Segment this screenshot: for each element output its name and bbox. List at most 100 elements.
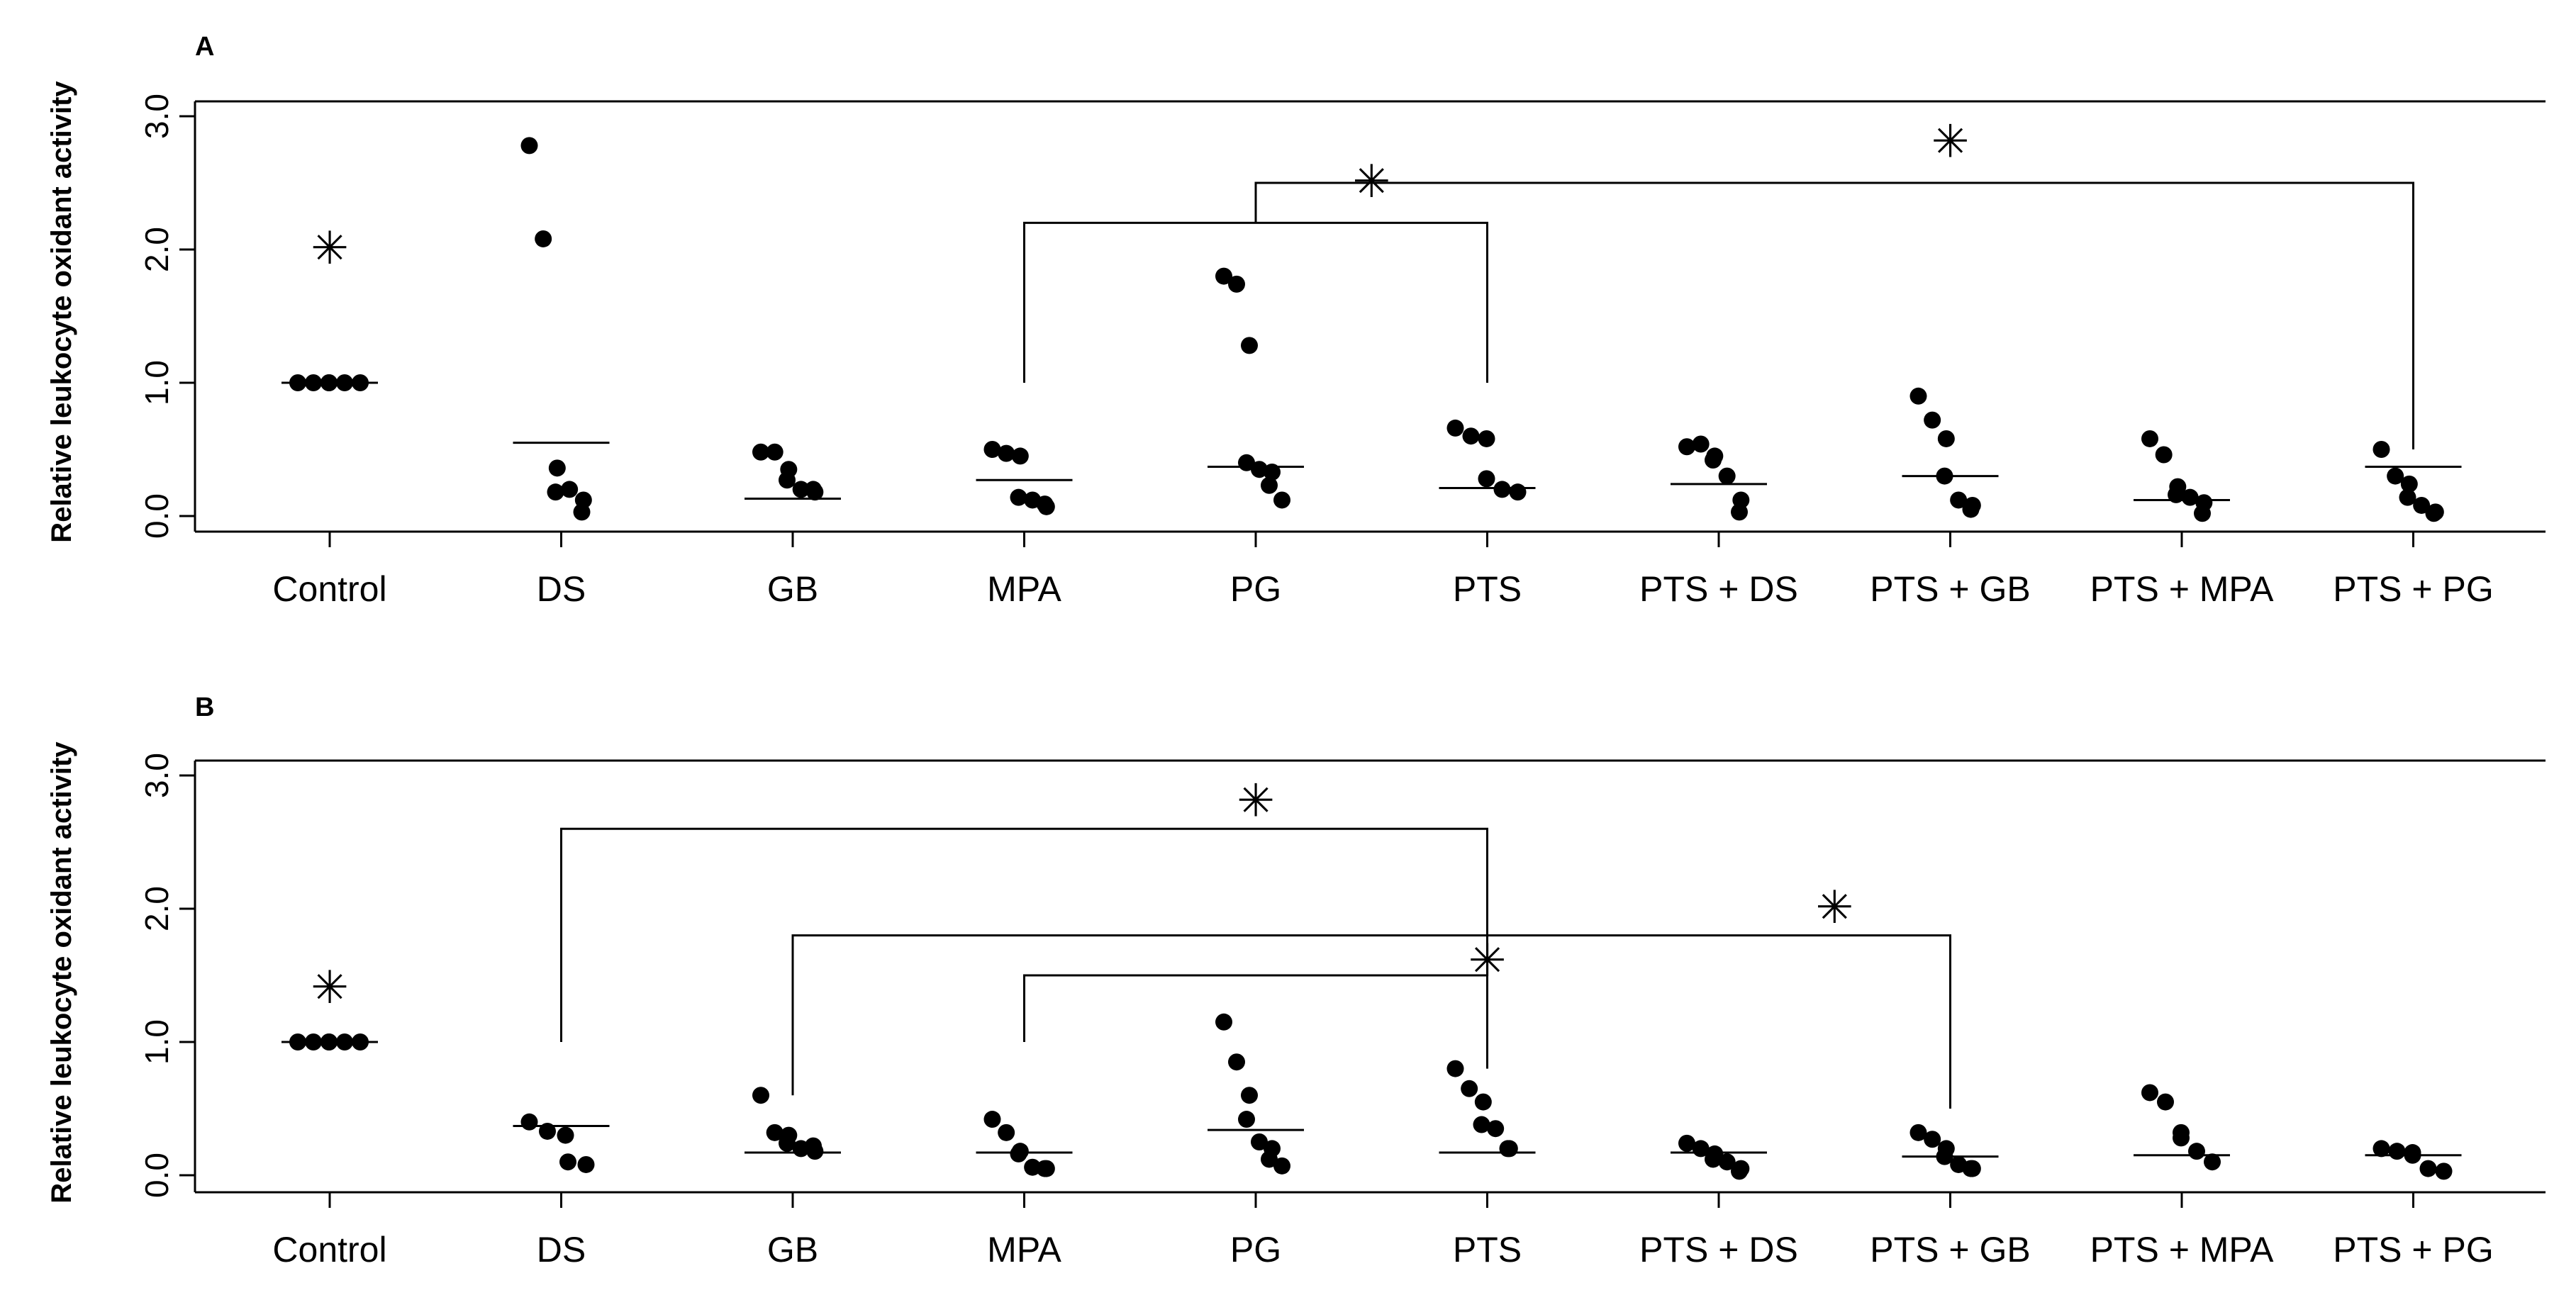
category-label: GB (767, 569, 818, 609)
data-point (1011, 447, 1029, 465)
data-point (557, 1126, 574, 1144)
data-point (1474, 1093, 1492, 1111)
data-point (983, 1111, 1001, 1128)
data-point (1036, 495, 1054, 513)
data-point (1909, 387, 1927, 405)
data-point (1462, 427, 1480, 445)
category-label: PTS + PG (2333, 569, 2493, 609)
data-point (1010, 1145, 1027, 1162)
significance-star: ✳ (311, 962, 349, 1013)
data-point (2419, 1160, 2437, 1177)
data-point (1493, 481, 1511, 498)
category-label: GB (767, 1230, 818, 1270)
data-point (752, 1087, 769, 1104)
data-point (792, 481, 810, 498)
data-point (1228, 1053, 1245, 1071)
data-point (1241, 337, 1258, 354)
category-label: PTS + GB (1870, 1230, 2030, 1270)
data-point (805, 481, 822, 498)
significance-bracket (1254, 181, 2414, 449)
data-point (1499, 1140, 1517, 1158)
significance-bracket (1023, 974, 1488, 1042)
data-point (752, 443, 769, 461)
y-tick-label: 0.0 (138, 1153, 175, 1198)
y-tick-label: 2.0 (138, 227, 175, 272)
significance-bracket (1023, 221, 1488, 383)
data-point (1924, 1131, 1941, 1148)
data-point (573, 503, 591, 521)
data-point (766, 1124, 784, 1141)
category-label: PTS + PG (2333, 1230, 2493, 1270)
y-axis-label-a: Relative leukocyte oxidant activity (46, 81, 77, 543)
data-point (577, 1155, 595, 1173)
data-point (535, 230, 552, 247)
category-label: DS (537, 1230, 586, 1270)
data-point (520, 137, 538, 155)
data-point (1478, 470, 1495, 488)
data-point (1962, 500, 1980, 518)
significance-star: ✳ (311, 223, 349, 274)
data-point (766, 443, 784, 461)
panel-label-b: B (195, 693, 214, 722)
category-label: PTS + GB (1870, 569, 2030, 609)
data-point (1446, 1060, 1464, 1077)
data-point (1924, 411, 1941, 429)
data-point (805, 1137, 822, 1155)
data-point (1461, 1080, 1478, 1097)
data-point (1731, 1162, 1748, 1180)
significance-star: ✳ (1815, 882, 1853, 933)
data-point (1705, 452, 1722, 469)
y-tick-label: 3.0 (138, 94, 175, 139)
category-label: PTS + MPA (2090, 1230, 2275, 1270)
data-point (779, 1134, 796, 1152)
data-point (1264, 463, 1281, 481)
data-point (2141, 1084, 2158, 1102)
data-point (2181, 488, 2199, 506)
category-label: PTS (1453, 569, 1522, 609)
data-point (1509, 483, 1527, 501)
y-tick-label: 1.0 (138, 1019, 175, 1065)
significance-star: ✳ (1931, 116, 1970, 167)
significance-star: ✳ (1468, 935, 1507, 986)
data-point (2173, 1129, 2190, 1147)
data-point (1692, 435, 1710, 453)
panel-a: A Relative leukocyte oxidant activity 0.… (46, 32, 2546, 609)
data-point (547, 483, 564, 501)
data-point (2155, 446, 2173, 464)
panel-label-a: A (195, 32, 214, 62)
data-point (1036, 1160, 1054, 1177)
data-point (2425, 505, 2443, 522)
data-point (1937, 430, 1955, 447)
y-tick-label: 0.0 (138, 493, 175, 539)
data-point (2399, 488, 2416, 506)
data-point (1478, 430, 1495, 447)
y-tick-label: 3.0 (138, 753, 175, 798)
data-point (1473, 1116, 1490, 1133)
data-point (2194, 505, 2211, 522)
data-point (1010, 488, 1027, 506)
panel-b: B Relative leukocyte oxidant activity 0.… (46, 693, 2546, 1270)
data-point (1273, 1157, 1290, 1175)
category-label: Control (272, 1230, 386, 1270)
category-label: PTS + DS (1639, 1230, 1798, 1270)
data-point (2400, 475, 2418, 493)
category-label: Control (272, 569, 386, 609)
data-point (2373, 441, 2390, 458)
data-point (1238, 1111, 1255, 1128)
data-point (2435, 1162, 2453, 1180)
data-point (1950, 491, 1968, 509)
data-point (2141, 430, 2158, 447)
data-point (2204, 1153, 2221, 1171)
data-point (1228, 275, 1245, 293)
data-point (1731, 503, 1748, 521)
significance-bracket (791, 934, 1951, 1109)
data-point (1251, 461, 1268, 478)
y-tick-label: 1.0 (138, 360, 175, 405)
data-point (548, 459, 566, 477)
data-point (1446, 419, 1464, 437)
data-point (779, 471, 796, 489)
data-point (1215, 267, 1232, 285)
data-point (1678, 438, 1695, 456)
category-label: PTS + DS (1639, 569, 1798, 609)
